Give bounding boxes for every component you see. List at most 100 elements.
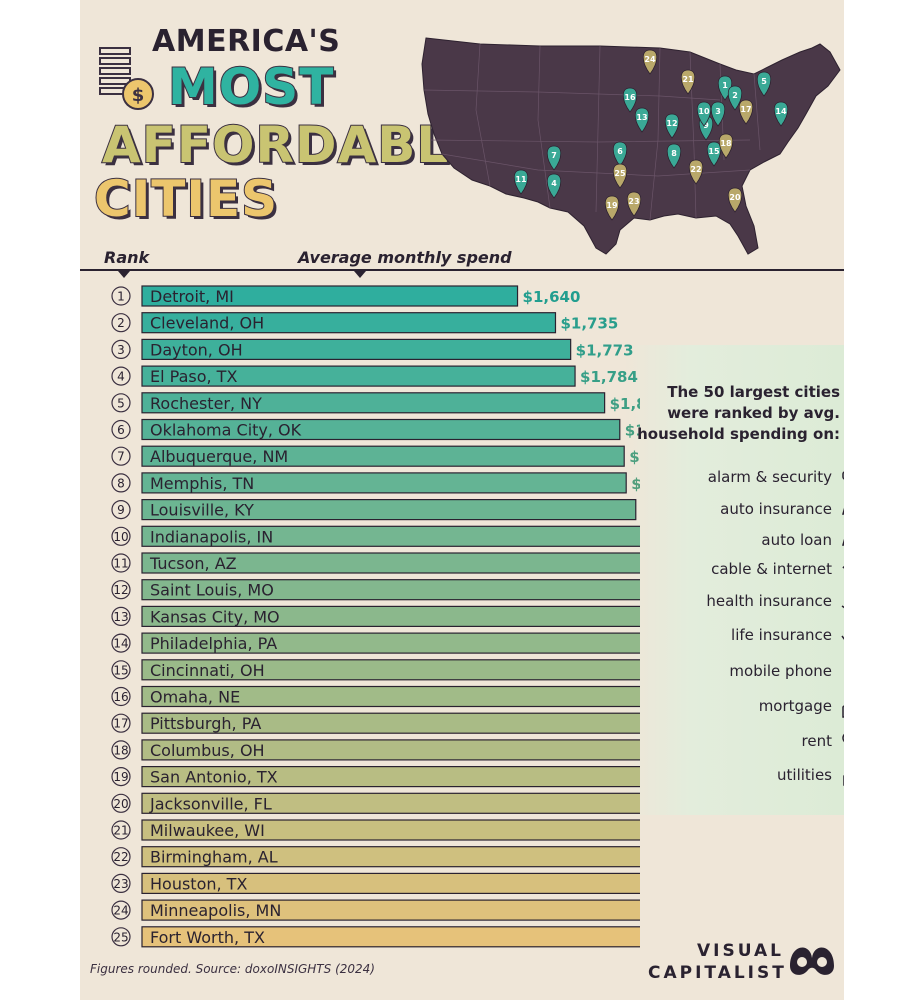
- map-pin-label: 22: [690, 165, 701, 174]
- source-note: Figures rounded. Source: doxoINSIGHTS (2…: [90, 962, 375, 976]
- rank-circle: [111, 366, 131, 386]
- bar: [141, 659, 640, 681]
- legend-item: rent: [636, 730, 844, 754]
- rank-number: 10: [113, 530, 128, 544]
- city-label: El Paso, TX: [150, 367, 237, 386]
- map-pin-label: 24: [644, 55, 656, 64]
- map-pin-label: 6: [617, 147, 623, 156]
- map-pin-label: 11: [515, 175, 527, 184]
- key-icon: [840, 730, 844, 754]
- legend-item: mortgage%: [636, 695, 844, 719]
- map-pin-icon: 3: [710, 101, 726, 127]
- map-pin-label: 13: [636, 113, 647, 122]
- bar-chart: 1 Detroit, MI $1,640 2 Cleveland, OH $1,735 3 D…: [111, 285, 640, 948]
- map-pin-label: 5: [761, 77, 767, 86]
- value-label: $1,907: [629, 448, 640, 466]
- bar: [141, 552, 640, 574]
- map-pin-icon: 19: [604, 195, 620, 221]
- map-pin-label: 25: [614, 169, 626, 178]
- house-percent-icon: %: [840, 695, 844, 719]
- coin-stack-icon: $: [99, 47, 154, 110]
- health-hand-icon: [840, 590, 844, 614]
- rank-circle: [111, 713, 131, 733]
- city-label: Fort Worth, TX: [150, 928, 265, 947]
- map-pin-label: 3: [715, 107, 721, 116]
- bar: [141, 872, 640, 895]
- map-pin-label: 20: [729, 193, 741, 202]
- title-block: $ AMERICA'S MOST AFFORDABLE CITIES: [80, 0, 520, 250]
- bar: [141, 472, 627, 494]
- mobile-phone-icon: [840, 660, 844, 684]
- map-pin-icon: 2: [727, 85, 743, 111]
- map-pin-label: 1: [722, 81, 728, 90]
- rank-circle: [111, 419, 131, 440]
- city-label: Oklahoma City, OK: [150, 421, 302, 440]
- map-pin-icon: 25: [612, 163, 628, 189]
- city-label: Minneapolis, MN: [150, 901, 281, 920]
- rank-circle: [111, 606, 131, 627]
- map-pin-icon: 6: [612, 141, 628, 167]
- rank-circle: [111, 553, 131, 573]
- rank-number: 15: [113, 663, 128, 677]
- map-pin-icon: 7: [546, 145, 562, 171]
- map-pin-icon: 20: [727, 187, 743, 213]
- map-pin-label: 14: [775, 107, 787, 116]
- city-label: Birmingham, AL: [150, 848, 278, 867]
- map-pin-label: 21: [682, 75, 694, 84]
- legend-item-label: alarm & security: [707, 468, 832, 486]
- rank-circle: [111, 766, 131, 787]
- rank-number: 17: [113, 717, 128, 731]
- bar: [141, 499, 637, 521]
- rank-number: 9: [117, 503, 125, 517]
- rank-circle: [111, 580, 131, 600]
- map-pin-label: 2: [732, 91, 738, 100]
- rank-number: 20: [113, 797, 128, 811]
- legend-item-label: auto insurance: [720, 500, 832, 518]
- rank-circle: [111, 686, 131, 707]
- bar: [141, 605, 640, 628]
- map-pin-label: 9: [703, 121, 709, 130]
- rank-number: 7: [117, 450, 125, 464]
- bar: [141, 418, 621, 441]
- map-pin-label: 19: [606, 201, 618, 210]
- map-pin-icon: 5: [756, 71, 772, 97]
- city-label: Houston, TX: [150, 874, 247, 893]
- city-label: Albuquerque, NM: [150, 447, 288, 466]
- city-label: Milwaukee, WI: [150, 821, 265, 840]
- bar: [141, 819, 640, 841]
- rank-number: 18: [113, 743, 128, 757]
- rank-circle: [111, 339, 131, 359]
- rank-circle: [111, 473, 131, 493]
- side-panel: [624, 345, 844, 815]
- city-label: Indianapolis, IN: [150, 527, 273, 546]
- rank-number: 12: [113, 583, 128, 597]
- city-label: Columbus, OH: [150, 741, 265, 760]
- legend-item: utilities: [636, 764, 844, 788]
- city-label: Cleveland, OH: [150, 314, 264, 333]
- city-label: Saint Louis, MO: [150, 581, 274, 600]
- map-pin-label: 17: [740, 105, 751, 114]
- map-pin-label: 15: [708, 147, 720, 156]
- legend-item-label: life insurance: [731, 626, 832, 644]
- rank-number: 16: [113, 690, 128, 704]
- car-shield-icon: [840, 498, 844, 522]
- rank-number: 23: [113, 877, 128, 891]
- map-pin-label: 10: [698, 107, 710, 116]
- rank-number: 13: [113, 610, 128, 624]
- rank-number: 11: [113, 557, 128, 571]
- bar: [141, 926, 640, 948]
- bar: [141, 525, 640, 547]
- rank-number: 6: [117, 423, 125, 437]
- city-label: Tucson, AZ: [149, 554, 237, 573]
- map-pin-icon: 4: [546, 173, 562, 199]
- wifi-icon: [840, 558, 844, 582]
- svg-text:$: $: [132, 85, 145, 106]
- title-line-3: AFFORDABLE: [101, 115, 485, 175]
- rank-circle: [111, 633, 131, 653]
- rank-number: 25: [113, 930, 128, 944]
- legend-item-label: mortgage: [758, 697, 832, 715]
- bar: [141, 392, 606, 414]
- bar: [141, 899, 640, 921]
- bar: [141, 285, 519, 307]
- rank-number: 4: [117, 370, 125, 384]
